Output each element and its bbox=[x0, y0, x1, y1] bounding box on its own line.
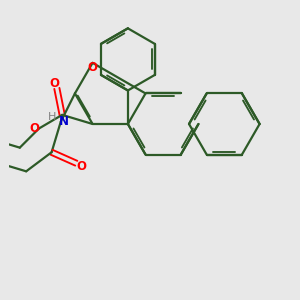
Text: O: O bbox=[29, 122, 39, 135]
Text: O: O bbox=[77, 160, 87, 173]
Text: H: H bbox=[48, 112, 57, 122]
Text: N: N bbox=[59, 115, 69, 128]
Text: O: O bbox=[49, 77, 59, 90]
Text: O: O bbox=[88, 61, 98, 74]
